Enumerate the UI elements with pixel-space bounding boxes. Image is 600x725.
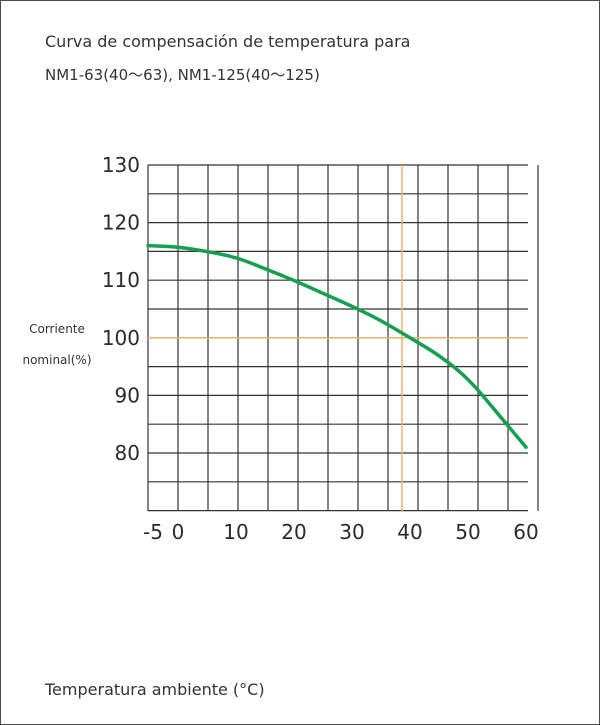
chart-title-line-1: Curva de compensación de temperatura par… — [45, 32, 411, 51]
x-tick-label: 10 — [223, 520, 248, 544]
y-tick-label: 100 — [102, 326, 140, 350]
x-axis-label: Temperatura ambiente (°C) — [45, 680, 265, 699]
y-axis-label-line-2: nominal(%) — [22, 353, 91, 367]
y-tick-label: 80 — [115, 441, 140, 465]
x-tick-label: 0 — [172, 520, 185, 544]
series-layer — [146, 243, 528, 449]
x-tick-label: 20 — [281, 520, 306, 544]
x-tick-labels: -5 0 10 20 30 40 50 60 — [143, 520, 539, 544]
reference-lines — [148, 165, 528, 511]
compensation-curve — [146, 243, 528, 449]
x-tick-label: 60 — [513, 520, 538, 544]
y-axis-label-line-1: Corriente — [29, 322, 85, 336]
x-tick-label: -5 — [143, 520, 163, 544]
y-tick-labels: 130 120 110 100 90 80 — [102, 153, 140, 465]
y-tick-label: 130 — [102, 153, 140, 177]
y-tick-label: 120 — [102, 211, 140, 235]
y-tick-label: 90 — [115, 383, 140, 407]
y-tick-label: 110 — [102, 268, 140, 292]
x-tick-label: 50 — [455, 520, 480, 544]
x-tick-label: 30 — [339, 520, 364, 544]
chart-title-line-2: NM1-63(40～63), NM1-125(40～125) — [45, 66, 320, 84]
x-tick-label: 40 — [397, 520, 422, 544]
